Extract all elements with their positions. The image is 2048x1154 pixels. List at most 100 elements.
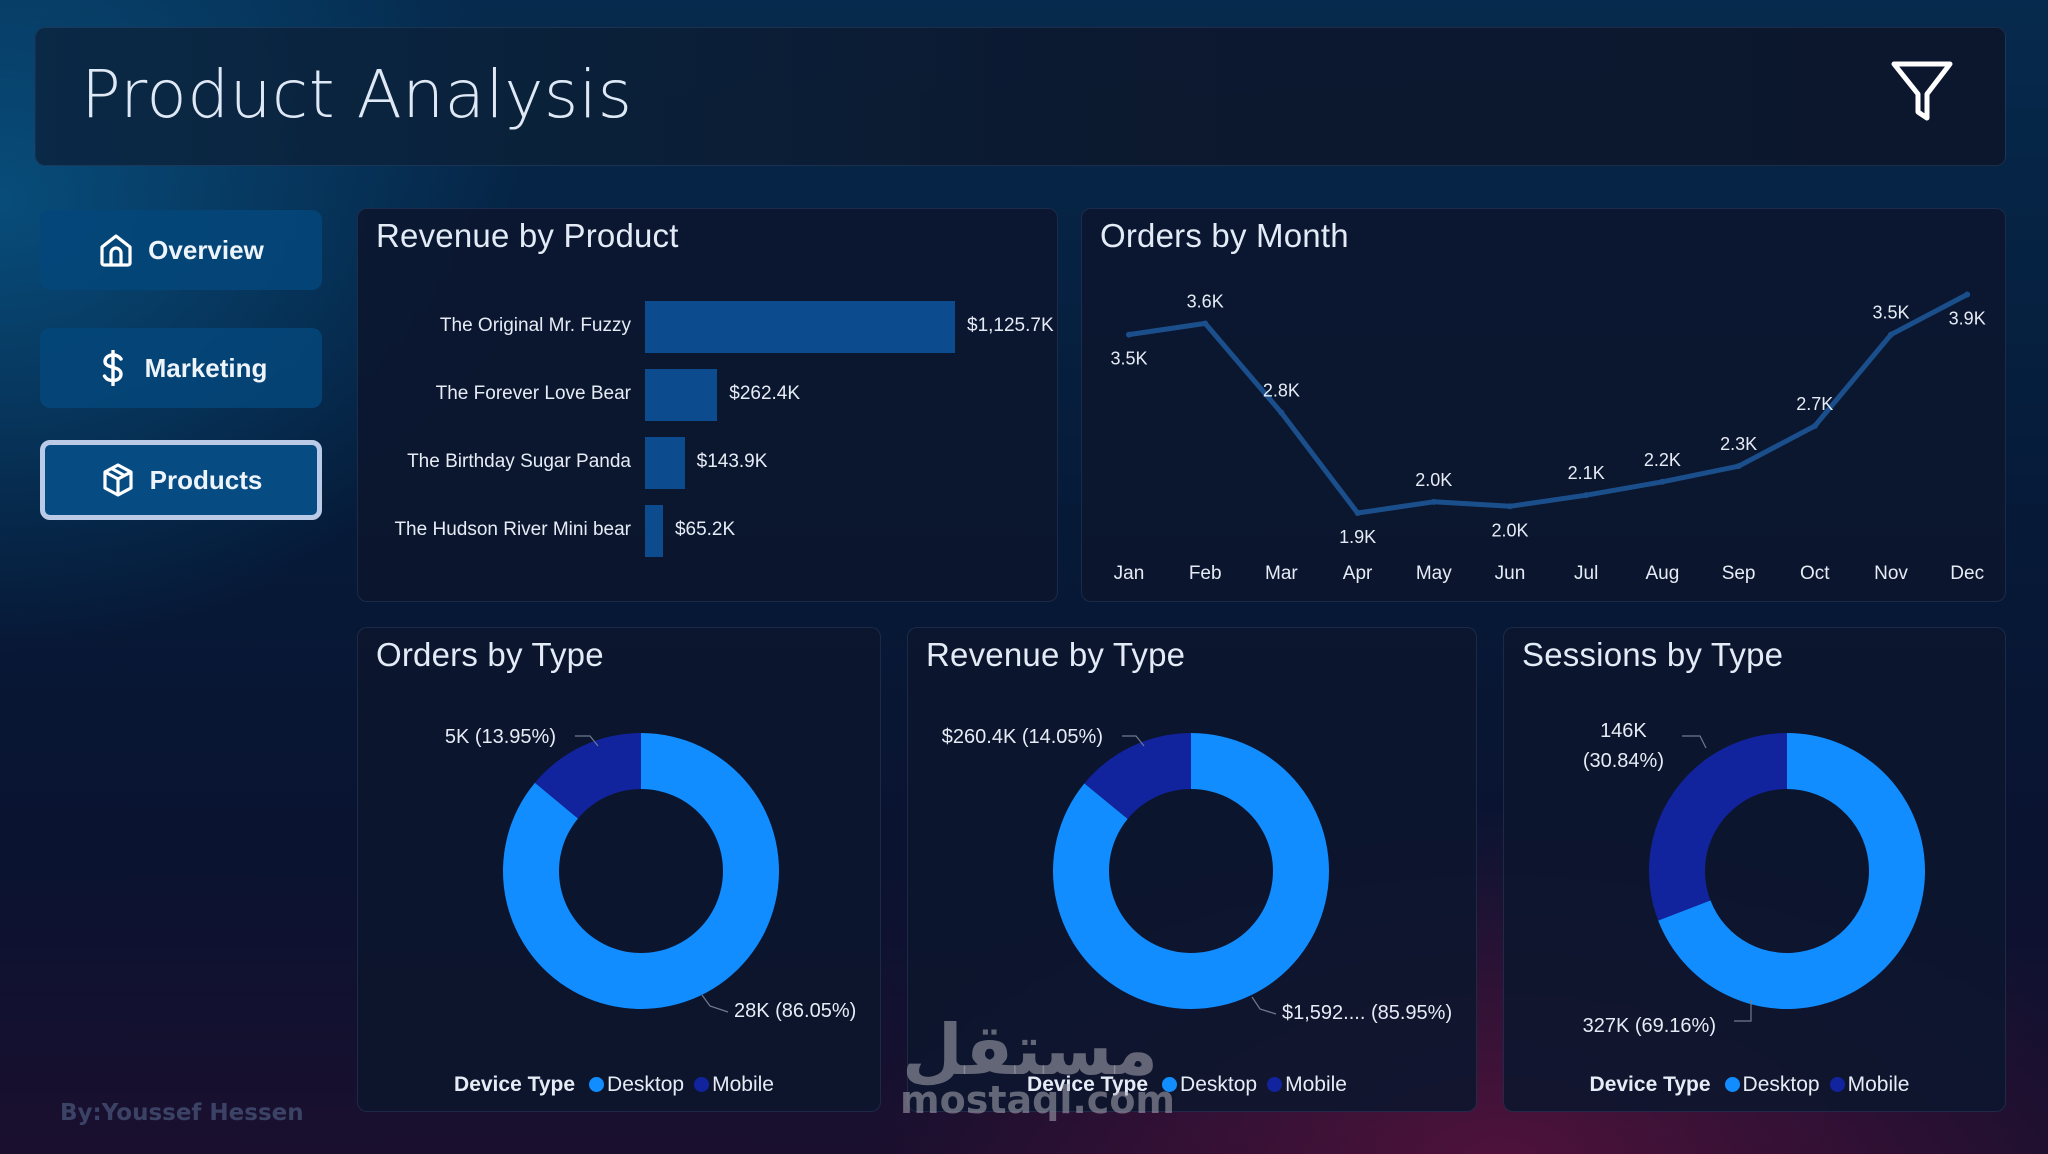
legend-swatch-icon [1829, 1077, 1845, 1092]
orders-line-series[interactable] [1126, 292, 1970, 516]
orders-by-month-chart: 3.5K Jan 3.6K Feb 2.8K Mar 1.9K Apr 2.0K May 2.0K J… [1110, 291, 1986, 584]
legend-title: Device Type [454, 1073, 576, 1096]
donut-data-label-desktop: 327K (69.16%) [1582, 1015, 1716, 1037]
donut-legend: Device Type Desktop Mobile [358, 1073, 880, 1097]
data-label-leader-line [575, 735, 599, 747]
revenue-by-product-card: Revenue by Product The Original Mr. Fuzz… [357, 208, 1058, 602]
legend-swatch-icon [694, 1077, 710, 1092]
nav-products-label: Products [149, 464, 263, 495]
donut-slice-desktop[interactable] [503, 733, 779, 1009]
nav-marketing-button[interactable]: Marketing [40, 328, 322, 408]
line-point[interactable] [1278, 409, 1285, 416]
line-data-label: 2.0K [1491, 520, 1528, 540]
donut-chart [1649, 733, 1925, 1022]
donut-data-label-desktop: $1,592.... (85.95%) [1282, 1002, 1453, 1024]
bar[interactable] [645, 369, 718, 421]
bar-category-label: The Hudson River Mini bear [394, 519, 631, 540]
legend-swatch-icon [1724, 1077, 1740, 1092]
x-axis-tick-label: Jan [1114, 563, 1145, 584]
legend-item-desktop[interactable]: Desktop [589, 1073, 684, 1096]
line-data-label: 3.9K [1949, 308, 1986, 328]
line-point[interactable] [1430, 498, 1437, 505]
bar-data-label: $143.9K [696, 451, 768, 472]
bar[interactable] [645, 505, 663, 557]
donut-slice-desktop[interactable] [1053, 733, 1329, 1009]
line-point[interactable] [1354, 510, 1361, 516]
revenue-by-type-title: Revenue by Type [926, 636, 1186, 673]
data-label-leader-line [1682, 735, 1707, 749]
line-point[interactable] [1202, 320, 1209, 327]
sessions-by-type-title: Sessions by Type [1522, 636, 1784, 673]
nav-overview-button[interactable]: Overview [40, 210, 322, 290]
bar-category-label: The Original Mr. Fuzzy [439, 315, 631, 336]
donut-slice-mobile[interactable] [534, 733, 641, 819]
donut-slice-mobile[interactable] [1084, 733, 1191, 819]
bar-category-label: The Forever Love Bear [435, 383, 631, 404]
donut-slice-desktop[interactable] [1658, 733, 1925, 1009]
x-axis-tick-label: Jun [1495, 563, 1526, 584]
bar-category-label: The Birthday Sugar Panda [407, 451, 631, 472]
donut-data-label-line: (30.84%) [1582, 750, 1664, 772]
x-axis-tick-label: Mar [1265, 563, 1298, 584]
line-data-label: 3.5K [1872, 303, 1909, 323]
line-data-label: 2.3K [1720, 434, 1757, 454]
legend-item-desktop[interactable]: Desktop [1162, 1073, 1257, 1096]
donut-data-label-mobile: 146K (30.84%) [1583, 716, 1664, 776]
legend-item-label: Desktop [1742, 1073, 1820, 1096]
x-axis-tick-label: Aug [1645, 563, 1679, 584]
line-point[interactable] [1735, 463, 1742, 470]
legend-item-label: Mobile [712, 1073, 774, 1096]
x-axis-tick-label: Oct [1800, 563, 1830, 584]
x-axis-tick-label: Dec [1950, 563, 1984, 584]
donut-data-label-mobile: $260.4K (14.05%) [941, 726, 1103, 748]
legend-item-label: Mobile [1285, 1073, 1347, 1096]
donut-chart [1053, 733, 1329, 1015]
line-data-label: 2.1K [1568, 463, 1605, 483]
dollar-icon [102, 350, 123, 386]
legend-item-mobile[interactable]: Mobile [1829, 1073, 1910, 1096]
line-point[interactable] [1507, 503, 1513, 510]
line-point[interactable] [1964, 291, 1971, 298]
line-point[interactable] [1659, 478, 1666, 485]
author-credit: By:Youssef Hessen [60, 1100, 304, 1126]
data-label-leader-line [1251, 996, 1277, 1015]
x-axis-tick-label: Sep [1722, 563, 1756, 584]
x-axis-tick-label: May [1416, 563, 1452, 584]
filter-button[interactable] [1887, 56, 1957, 126]
x-axis-tick-label: Jul [1574, 563, 1598, 584]
filter-funnel-icon [1891, 61, 1953, 121]
bar[interactable] [645, 301, 955, 353]
legend-item-desktop[interactable]: Desktop [1724, 1073, 1820, 1096]
line-point[interactable] [1888, 331, 1894, 338]
revenue-by-type-card: Revenue by Type $260.4K (14.05%) $1,592..… [907, 627, 1477, 1112]
orders-by-type-card: Orders by Type 5K (13.95%) 28K (86.05%) De… [357, 627, 881, 1112]
data-label-leader-line [701, 994, 729, 1013]
legend-swatch-icon [589, 1077, 605, 1092]
legend-swatch-icon [1267, 1077, 1283, 1092]
box-icon [103, 463, 133, 497]
bar[interactable] [645, 437, 685, 489]
legend-item-label: Mobile [1847, 1073, 1910, 1096]
donut-slice-mobile[interactable] [1649, 733, 1787, 921]
page-title: Product Analysis [81, 56, 633, 133]
orders-by-month-card: Orders by Month 3.5K Jan 3.6K Feb 2.8K Mar 1.9… [1081, 208, 2006, 602]
legend-item-label: Desktop [1180, 1073, 1258, 1096]
donut-data-label-mobile: 5K (13.95%) [444, 726, 556, 748]
nav-marketing-label: Marketing [144, 352, 268, 383]
line-data-label: 2.7K [1796, 394, 1833, 414]
donut-legend: Device Type Desktop Mobile [908, 1073, 1476, 1097]
legend-title: Device Type [1027, 1073, 1149, 1096]
line-point[interactable] [1811, 423, 1818, 430]
home-icon [100, 234, 132, 267]
line-data-label: 1.9K [1339, 527, 1376, 547]
legend-item-mobile[interactable]: Mobile [694, 1073, 774, 1096]
nav-products-button[interactable]: Products [40, 440, 322, 520]
legend-item-mobile[interactable]: Mobile [1267, 1073, 1347, 1096]
line-point[interactable] [1583, 492, 1590, 499]
line-point[interactable] [1126, 331, 1132, 338]
nav-overview-label: Overview [148, 234, 264, 265]
line-data-label: 2.0K [1415, 470, 1452, 490]
bar-data-label: $262.4K [729, 383, 801, 404]
data-label-leader-line [1734, 1000, 1752, 1022]
line-data-label: 3.5K [1110, 349, 1147, 369]
